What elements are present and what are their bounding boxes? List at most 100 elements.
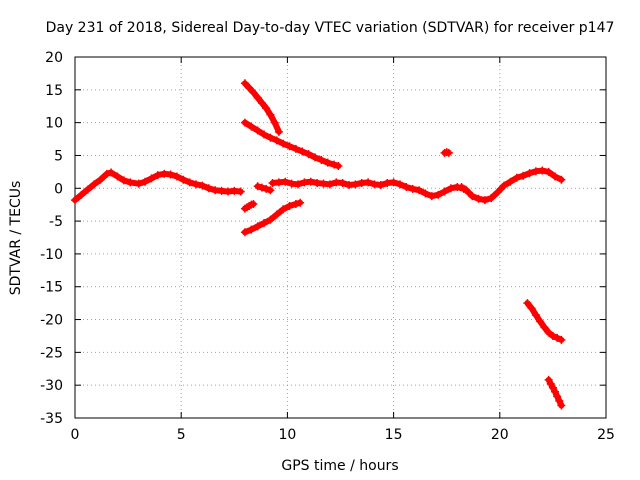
series-middle-trace (268, 177, 468, 201)
data-point (461, 185, 470, 194)
data-point (538, 166, 547, 175)
grid (75, 57, 606, 418)
data-point (421, 189, 430, 198)
data-point (351, 180, 360, 189)
data-point (408, 184, 417, 193)
data-point (551, 172, 560, 181)
data-point (523, 299, 532, 308)
data-point (294, 180, 303, 189)
series-main-trace (71, 168, 245, 205)
series-upper-diagonal-15 (240, 79, 283, 136)
data-point (500, 181, 509, 190)
y-tick-label: 15 (45, 83, 63, 99)
data-point (557, 175, 566, 184)
data-point (389, 178, 398, 187)
y-tick-label: 10 (45, 116, 63, 132)
data-point (253, 222, 262, 231)
data-point (247, 122, 256, 131)
series-falling-trace-30 (544, 375, 566, 410)
data-point (240, 118, 249, 127)
data-point (519, 171, 528, 180)
data-point (334, 161, 343, 170)
data-point (260, 219, 269, 228)
data-point (427, 192, 436, 201)
data-point (240, 228, 249, 237)
data-point (274, 127, 283, 136)
data-point (266, 215, 275, 224)
data-point (506, 177, 515, 186)
axis-ticks: 0 5 10 15 20 25 -35 -30 -25 -20 -15 -10 -5 0 5 10 15 20 (40, 50, 615, 443)
data-point (285, 142, 294, 151)
data-point (540, 323, 549, 332)
data-point (198, 181, 207, 190)
data-point (512, 173, 521, 182)
data-point (279, 139, 288, 148)
plot-frame (74, 56, 607, 419)
data-point (395, 180, 404, 189)
data-point (306, 177, 315, 186)
data-point (548, 331, 557, 340)
y-tick-label: -25 (40, 345, 63, 361)
data-point (270, 118, 279, 127)
data-point (245, 83, 254, 92)
data-point (474, 194, 483, 203)
data-point (247, 225, 256, 234)
data-point (553, 333, 562, 342)
data-point (527, 304, 536, 313)
data-point (134, 179, 143, 188)
data-point (113, 172, 122, 181)
y-tick-label: -35 (40, 411, 63, 427)
x-tick-label: 25 (597, 427, 615, 443)
data-point (77, 190, 86, 199)
data-point (83, 185, 92, 194)
data-points (71, 79, 566, 410)
y-tick-label: -15 (40, 280, 63, 296)
data-point (536, 317, 545, 326)
data-point (107, 168, 116, 177)
data-point (253, 93, 262, 102)
data-point (338, 179, 347, 188)
x-tick-label: 20 (491, 427, 509, 443)
y-tick-label: 0 (54, 181, 63, 197)
data-point (266, 133, 275, 142)
data-point (240, 79, 249, 88)
data-point (525, 169, 534, 178)
data-point (141, 177, 150, 186)
y-tick-label: -30 (40, 378, 63, 394)
data-point (253, 126, 262, 135)
data-point (531, 310, 540, 319)
data-point (192, 180, 201, 189)
data-point (90, 180, 99, 189)
data-point (480, 196, 489, 205)
data-point (317, 156, 326, 165)
data-point (364, 178, 373, 187)
x-tick-label: 0 (71, 427, 80, 443)
data-point (262, 184, 271, 193)
x-axis-label: GPS time / hours (281, 458, 398, 474)
data-point (415, 186, 424, 195)
data-point (296, 198, 305, 207)
x-tick-label: 15 (385, 427, 403, 443)
x-tick-label: 10 (278, 427, 296, 443)
data-point (298, 147, 307, 156)
data-point (272, 210, 281, 219)
data-point (544, 167, 553, 176)
data-point (551, 387, 560, 396)
data-point (544, 328, 553, 337)
data-point (493, 188, 502, 197)
data-point (257, 98, 266, 107)
data-point (440, 187, 449, 196)
data-point (96, 175, 105, 184)
data-point (285, 201, 294, 210)
data-point (257, 183, 266, 192)
data-point (204, 184, 213, 193)
series-lower-rising-trace (240, 198, 305, 237)
data-point (279, 205, 288, 214)
data-point (249, 200, 258, 209)
series-trace (241, 199, 304, 236)
data-point (126, 178, 135, 187)
data-point (166, 170, 175, 179)
data-point (185, 178, 194, 187)
